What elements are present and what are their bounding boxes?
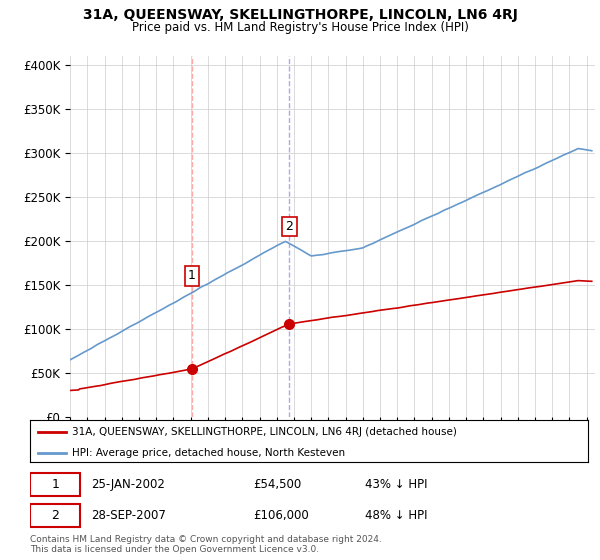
Text: HPI: Average price, detached house, North Kesteven: HPI: Average price, detached house, Nort… <box>72 448 345 458</box>
Text: 25-JAN-2002: 25-JAN-2002 <box>91 478 165 491</box>
Text: 1: 1 <box>188 269 196 282</box>
Text: 1: 1 <box>51 478 59 491</box>
Text: 31A, QUEENSWAY, SKELLINGTHORPE, LINCOLN, LN6 4RJ (detached house): 31A, QUEENSWAY, SKELLINGTHORPE, LINCOLN,… <box>72 427 457 437</box>
Text: 43% ↓ HPI: 43% ↓ HPI <box>365 478 427 491</box>
Text: 28-SEP-2007: 28-SEP-2007 <box>91 508 166 522</box>
Text: £54,500: £54,500 <box>253 478 301 491</box>
Text: 2: 2 <box>286 220 293 233</box>
Text: 31A, QUEENSWAY, SKELLINGTHORPE, LINCOLN, LN6 4RJ: 31A, QUEENSWAY, SKELLINGTHORPE, LINCOLN,… <box>83 8 517 22</box>
Text: 48% ↓ HPI: 48% ↓ HPI <box>365 508 427 522</box>
FancyBboxPatch shape <box>30 473 80 496</box>
Text: 2: 2 <box>51 508 59 522</box>
Text: Contains HM Land Registry data © Crown copyright and database right 2024.
This d: Contains HM Land Registry data © Crown c… <box>30 535 382 554</box>
Text: £106,000: £106,000 <box>253 508 309 522</box>
Text: Price paid vs. HM Land Registry's House Price Index (HPI): Price paid vs. HM Land Registry's House … <box>131 21 469 34</box>
FancyBboxPatch shape <box>30 504 80 526</box>
